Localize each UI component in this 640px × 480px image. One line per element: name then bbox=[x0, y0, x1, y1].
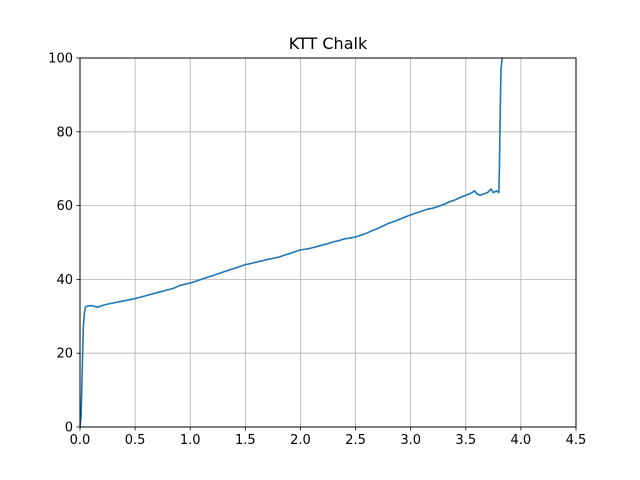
y-tick-label: 20 bbox=[56, 347, 73, 362]
x-tick-label: 1.5 bbox=[235, 433, 256, 448]
x-axis: 0.0 0.5 1.0 1.5 2.0 2.5 3.0 3.5 4.0 4.5 bbox=[70, 427, 587, 448]
y-tick-label: 100 bbox=[48, 52, 73, 67]
x-tick-label: 0.0 bbox=[70, 433, 91, 448]
series-group bbox=[79, 57, 503, 428]
series-line bbox=[79, 57, 503, 428]
x-tick-label: 0.5 bbox=[125, 433, 146, 448]
y-axis: 0 20 40 60 80 100 bbox=[48, 52, 80, 436]
plot-frame bbox=[79, 57, 577, 428]
x-tick-label: 2.0 bbox=[290, 433, 311, 448]
y-tick-label: 60 bbox=[56, 199, 73, 214]
x-tick-label: 2.5 bbox=[345, 433, 366, 448]
y-tick-label: 80 bbox=[56, 125, 73, 140]
x-tick-label: 4.0 bbox=[511, 433, 532, 448]
x-tick-label: 3.0 bbox=[400, 433, 421, 448]
x-tick-label: 4.5 bbox=[566, 433, 587, 448]
chart-title: KTT Chalk bbox=[289, 34, 368, 53]
x-tick-label: 3.5 bbox=[455, 433, 476, 448]
y-tick-label: 0 bbox=[65, 421, 73, 436]
x-tick-label: 1.0 bbox=[180, 433, 201, 448]
y-tick-label: 40 bbox=[56, 273, 73, 288]
